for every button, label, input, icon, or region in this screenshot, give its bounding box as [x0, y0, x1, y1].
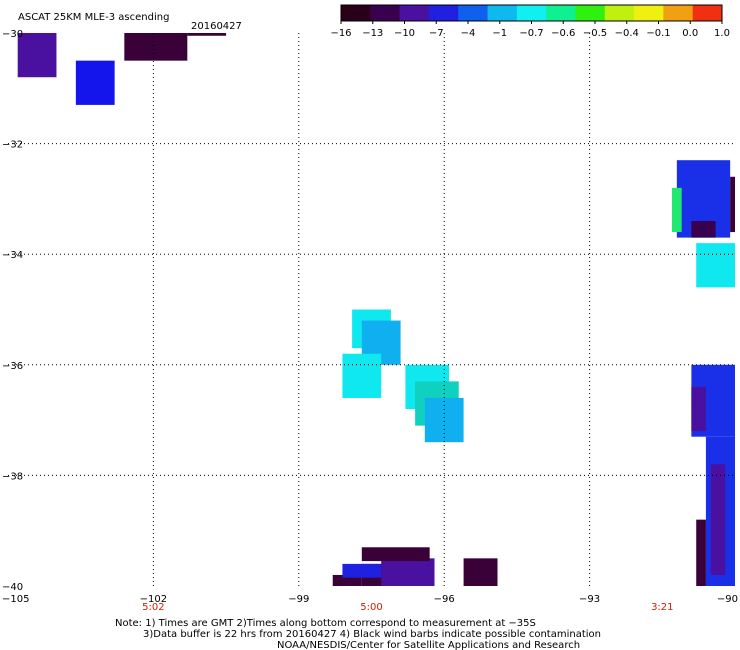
data-cell-1	[75, 60, 115, 105]
colorbar-label: −0.4	[615, 28, 639, 39]
y-tick-label: −30	[2, 29, 23, 40]
chart-date: 20160427	[191, 21, 242, 32]
data-cell-19	[710, 464, 726, 575]
colorbar-label: −10	[394, 28, 415, 39]
data-cell-8	[696, 243, 735, 288]
x-tick-label: −90	[717, 594, 738, 605]
x-tick-label: −102	[140, 594, 167, 605]
colorbar-swatch	[634, 5, 664, 21]
x-tick-label: −105	[2, 594, 29, 605]
time-label: 5:00	[360, 602, 382, 613]
colorbar-swatch	[575, 5, 606, 21]
colorbar-swatch	[692, 5, 723, 21]
data-cells	[17, 33, 735, 586]
time-label: 3:21	[651, 602, 673, 613]
y-tick-label: −38	[2, 471, 23, 482]
colorbar-swatch	[604, 5, 635, 21]
data-cell-22	[332, 574, 362, 586]
colorbar-swatch	[341, 5, 371, 21]
data-cell-2	[124, 33, 188, 61]
x-tick-label: −99	[288, 594, 309, 605]
y-tick-label: −34	[2, 250, 23, 261]
x-tick-labels: −105 −102 −99 −96 −93 −90	[2, 594, 738, 605]
colorbar-swatch	[399, 5, 430, 21]
data-cell-23	[342, 563, 382, 578]
data-cell-7	[730, 176, 735, 233]
y-tick-label: −36	[2, 361, 23, 372]
data-cell-25	[361, 547, 430, 562]
colorbar-label: −4	[461, 28, 476, 39]
colorbar-swatch	[487, 5, 518, 21]
note-line-2: 3)Data buffer is 22 hrs from 20160427 4)…	[143, 629, 601, 640]
y-tick-label: −32	[2, 140, 23, 151]
colorbar-label: −7	[429, 28, 444, 39]
data-cell-20	[696, 519, 706, 586]
data-cell-17	[691, 386, 706, 432]
colorbar-swatch	[546, 5, 576, 21]
data-cell-3	[187, 33, 227, 36]
note-line-3: NOAA/NESDIS/Center for Satellite Applica…	[277, 640, 580, 650]
colorbar-label: −0.5	[583, 28, 607, 39]
colorbar-swatch	[663, 5, 694, 21]
colorbar-label: −0.1	[646, 28, 670, 39]
colorbar: −16 −13 −10 −7 −4 −1 −0.7 −0.6 −0.5 −0.4 −0.1 0.0 1.…	[330, 4, 730, 39]
colorbar-label: −13	[362, 28, 383, 39]
time-labels: 5:02 5:00 3:21	[142, 602, 673, 613]
colorbar-swatch	[516, 5, 547, 21]
y-tick-labels: −30 −32 −34 −36 −38 −40	[2, 29, 23, 593]
x-tick-label: −93	[579, 594, 600, 605]
data-cell-0	[17, 33, 57, 78]
y-tick-label: −40	[2, 582, 23, 593]
colorbar-label: −0.6	[551, 28, 575, 39]
colorbar-label: −1	[492, 28, 507, 39]
colorbar-label: −0.7	[519, 28, 543, 39]
chart-title: ASCAT 25KM MLE-3 ascending	[18, 12, 169, 23]
colorbar-label: 1.0	[714, 28, 730, 39]
data-cell-15	[424, 397, 464, 443]
data-cell-12	[342, 353, 382, 398]
colorbar-swatch	[370, 5, 401, 21]
note-line-1: Note: 1) Times are GMT 2)Times along bot…	[115, 618, 536, 629]
data-cell-5	[671, 187, 682, 233]
colorbar-label: −16	[330, 28, 351, 39]
data-cell-26	[463, 558, 498, 586]
data-cell-6	[691, 221, 716, 238]
data-cell-24	[381, 558, 435, 586]
time-label: 5:02	[142, 602, 164, 613]
colorbar-swatch	[458, 5, 489, 21]
x-tick-label: −96	[434, 594, 455, 605]
colorbar-label: 0.0	[682, 28, 698, 39]
grid-lines	[8, 33, 735, 586]
colorbar-swatch	[428, 5, 459, 21]
